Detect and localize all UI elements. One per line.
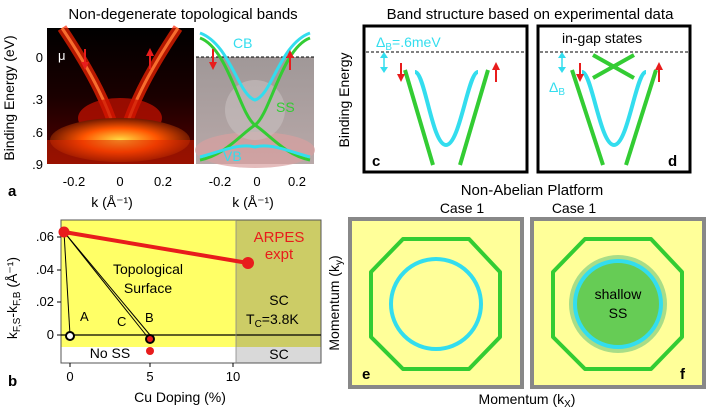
spin-arrow-up-a2 xyxy=(286,50,294,70)
shallow-label: shallow xyxy=(595,286,643,302)
line-a xyxy=(63,231,71,336)
panel-c-delta: ΔB=.6meV xyxy=(376,34,441,53)
region-sc-upper: SC xyxy=(269,292,288,308)
region-no-ss: No SS xyxy=(90,345,130,361)
line-b xyxy=(63,231,151,336)
spin-arrow-down-a2 xyxy=(209,49,217,70)
panel-a-ytick: 0 xyxy=(36,50,43,65)
region-surface: Surface xyxy=(124,280,172,296)
panel-a-left-image xyxy=(47,25,194,164)
region-topological: Topological xyxy=(113,261,183,277)
panel-a-xlabel: k (Å⁻¹) xyxy=(91,194,133,210)
spin-arrow-down-d xyxy=(576,63,584,82)
arpes-line xyxy=(63,230,249,265)
spin-arrow-up-a1 xyxy=(146,48,154,69)
vb-label: VB xyxy=(223,148,242,164)
panel-a-xtick: -0.2 xyxy=(63,174,85,189)
panel-a-xtick: 0 xyxy=(116,174,123,189)
title-left: Non-degenerate topological bands xyxy=(68,6,297,23)
open-marker-a xyxy=(65,331,75,341)
expt-label: expt xyxy=(265,246,294,263)
mu-label: μ xyxy=(58,48,66,63)
panel-a-xlabel-2: k (Å⁻¹) xyxy=(232,194,274,210)
arpes-label: ARPES xyxy=(254,229,305,246)
panel-e xyxy=(348,217,524,389)
panel-c-ylabel: Binding Energy xyxy=(336,53,352,148)
label-b: B xyxy=(145,310,154,325)
panel-b-ytick: .02 xyxy=(36,294,54,309)
panel-c xyxy=(362,24,529,174)
marker-b-center xyxy=(147,336,153,342)
ss-label: SS xyxy=(276,99,295,115)
spin-arrow-down-c xyxy=(397,63,405,82)
panel-a-xtick: 0 xyxy=(253,174,260,189)
label-a: A xyxy=(80,309,89,324)
panel-b-xtick: 10 xyxy=(226,369,240,384)
line-c xyxy=(63,231,147,336)
panel-b-xtick: 0 xyxy=(66,369,73,384)
region-sc-lower: SC xyxy=(269,346,288,362)
tc-label: TC=3.8K xyxy=(246,311,299,330)
panel-letter-e: e xyxy=(362,366,370,383)
panel-a-ytick: .6 xyxy=(32,125,43,140)
ss-center-label: SS xyxy=(609,305,628,321)
case-1-label: Case 1 xyxy=(440,200,485,216)
panel-a-ylabel: Binding Energy (eV) xyxy=(1,35,17,160)
panel-b-xtick: 5 xyxy=(146,369,153,384)
panel-a-right-image xyxy=(195,28,315,168)
spin-arrow-up-c xyxy=(492,62,500,82)
title-platform: Non-Abelian Platform xyxy=(461,182,604,199)
panel-a-ytick: .9 xyxy=(32,157,43,172)
cb-label: CB xyxy=(233,35,252,51)
arpes-point-end xyxy=(242,257,254,269)
panel-letter-a: a xyxy=(8,183,17,200)
panel-d-delta: ΔB xyxy=(549,79,565,98)
panel-b-plot xyxy=(57,219,322,367)
label-c: C xyxy=(117,314,126,329)
panel-b-ytick: .04 xyxy=(36,262,54,277)
panel-b-ylabel: kF,S-kF,B (Å⁻¹) xyxy=(4,257,23,339)
bottom-xlabel: Momentum (kX) xyxy=(479,391,576,410)
panel-d xyxy=(536,24,692,174)
title-right: Band structure based on experimental dat… xyxy=(387,6,675,23)
panel-a-xtick: 0.2 xyxy=(288,174,306,189)
panel-letter-f: f xyxy=(680,366,686,383)
panel-f xyxy=(530,217,706,389)
panel-letter-d: d xyxy=(668,153,677,170)
spin-arrow-up-d xyxy=(655,62,663,82)
panel-a-ytick: .3 xyxy=(32,92,43,107)
spin-arrow-down-a1 xyxy=(81,49,89,70)
panel-a-xtick: -0.2 xyxy=(209,174,231,189)
panel-b-ytick: .06 xyxy=(36,229,54,244)
panel-e-ylabel: Momentum (ky) xyxy=(326,255,345,350)
panel-b-ytick: 0 xyxy=(47,327,54,342)
panel-b-xlabel: Cu Doping (%) xyxy=(134,389,226,405)
panel-a-xtick: 0.2 xyxy=(154,174,172,189)
panel-letter-b: b xyxy=(8,373,17,390)
panel-letter-c: c xyxy=(372,153,380,170)
arpes-point-start xyxy=(58,226,70,238)
case-2-label: Case 1 xyxy=(552,200,597,216)
red-marker xyxy=(146,347,154,355)
in-gap-label: in-gap states xyxy=(562,30,642,46)
